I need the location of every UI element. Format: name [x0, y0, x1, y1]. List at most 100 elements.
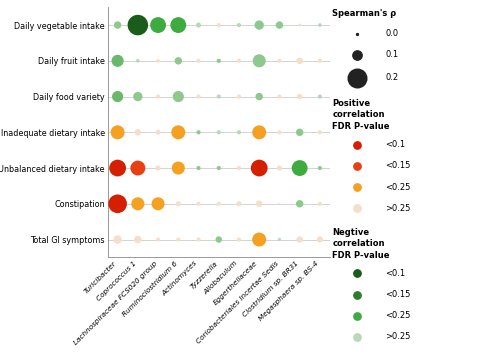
Point: [316, 58, 324, 64]
Point: [353, 184, 361, 190]
Point: [134, 94, 142, 99]
Point: [215, 237, 223, 242]
Point: [296, 237, 304, 242]
Point: [114, 201, 122, 207]
Point: [316, 130, 324, 135]
Point: [255, 201, 263, 207]
Point: [235, 22, 243, 28]
Point: [235, 237, 243, 242]
Point: [154, 237, 162, 242]
Point: [114, 58, 122, 64]
Point: [353, 163, 361, 169]
Point: [174, 165, 182, 171]
Point: [134, 165, 142, 171]
Point: [255, 237, 263, 242]
Point: [154, 22, 162, 28]
Point: [235, 130, 243, 135]
Point: [134, 237, 142, 242]
Text: <0.15: <0.15: [386, 161, 410, 170]
Point: [154, 201, 162, 207]
Point: [316, 237, 324, 242]
Point: [194, 165, 202, 171]
Point: [154, 58, 162, 64]
Point: [194, 22, 202, 28]
Point: [154, 94, 162, 99]
Point: [194, 94, 202, 99]
Point: [296, 94, 304, 99]
Point: [353, 334, 361, 340]
Point: [174, 237, 182, 242]
Point: [255, 94, 263, 99]
Point: [296, 201, 304, 207]
Point: [194, 130, 202, 135]
Point: [235, 201, 243, 207]
Point: [215, 22, 223, 28]
Point: [194, 58, 202, 64]
Point: [276, 237, 283, 242]
Point: [276, 165, 283, 171]
Text: <0.25: <0.25: [386, 183, 410, 192]
Point: [154, 165, 162, 171]
Point: [174, 22, 182, 28]
Point: [353, 292, 361, 297]
Text: >0.25: >0.25: [386, 333, 410, 342]
Point: [174, 130, 182, 135]
Point: [235, 165, 243, 171]
Point: [255, 130, 263, 135]
Text: <0.25: <0.25: [386, 311, 410, 320]
Point: [114, 94, 122, 99]
Point: [296, 165, 304, 171]
Point: [276, 130, 283, 135]
Point: [276, 22, 283, 28]
Point: [255, 22, 263, 28]
Point: [215, 165, 223, 171]
Point: [353, 205, 361, 211]
Text: 0.1: 0.1: [386, 50, 398, 59]
Text: >0.25: >0.25: [386, 204, 410, 213]
Text: 0.0: 0.0: [386, 29, 398, 38]
Point: [276, 201, 283, 207]
Point: [235, 58, 243, 64]
Text: <0.1: <0.1: [386, 140, 406, 149]
Point: [215, 94, 223, 99]
Text: Positive
correlation
FDR P-value: Positive correlation FDR P-value: [332, 99, 390, 131]
Point: [174, 201, 182, 207]
Point: [353, 142, 361, 148]
Point: [296, 22, 304, 28]
Point: [316, 94, 324, 99]
Point: [296, 130, 304, 135]
Point: [114, 130, 122, 135]
Point: [194, 237, 202, 242]
Point: [255, 58, 263, 64]
Text: 0.2: 0.2: [386, 73, 398, 82]
Point: [296, 58, 304, 64]
Point: [174, 58, 182, 64]
Point: [276, 94, 283, 99]
Point: [316, 22, 324, 28]
Point: [353, 75, 361, 81]
Point: [114, 165, 122, 171]
Point: [353, 31, 361, 36]
Text: <0.1: <0.1: [386, 269, 406, 278]
Point: [276, 58, 283, 64]
Point: [316, 165, 324, 171]
Point: [255, 165, 263, 171]
Point: [353, 313, 361, 319]
Point: [134, 58, 142, 64]
Point: [134, 201, 142, 207]
Point: [353, 52, 361, 58]
Point: [316, 201, 324, 207]
Point: [215, 130, 223, 135]
Point: [134, 130, 142, 135]
Point: [215, 58, 223, 64]
Text: Spearman's ρ: Spearman's ρ: [332, 9, 396, 18]
Point: [194, 201, 202, 207]
Text: Negtive
correlation
FDR P-value: Negtive correlation FDR P-value: [332, 228, 390, 260]
Point: [114, 22, 122, 28]
Point: [154, 130, 162, 135]
Point: [215, 201, 223, 207]
Point: [174, 94, 182, 99]
Point: [114, 237, 122, 242]
Point: [235, 94, 243, 99]
Point: [134, 22, 142, 28]
